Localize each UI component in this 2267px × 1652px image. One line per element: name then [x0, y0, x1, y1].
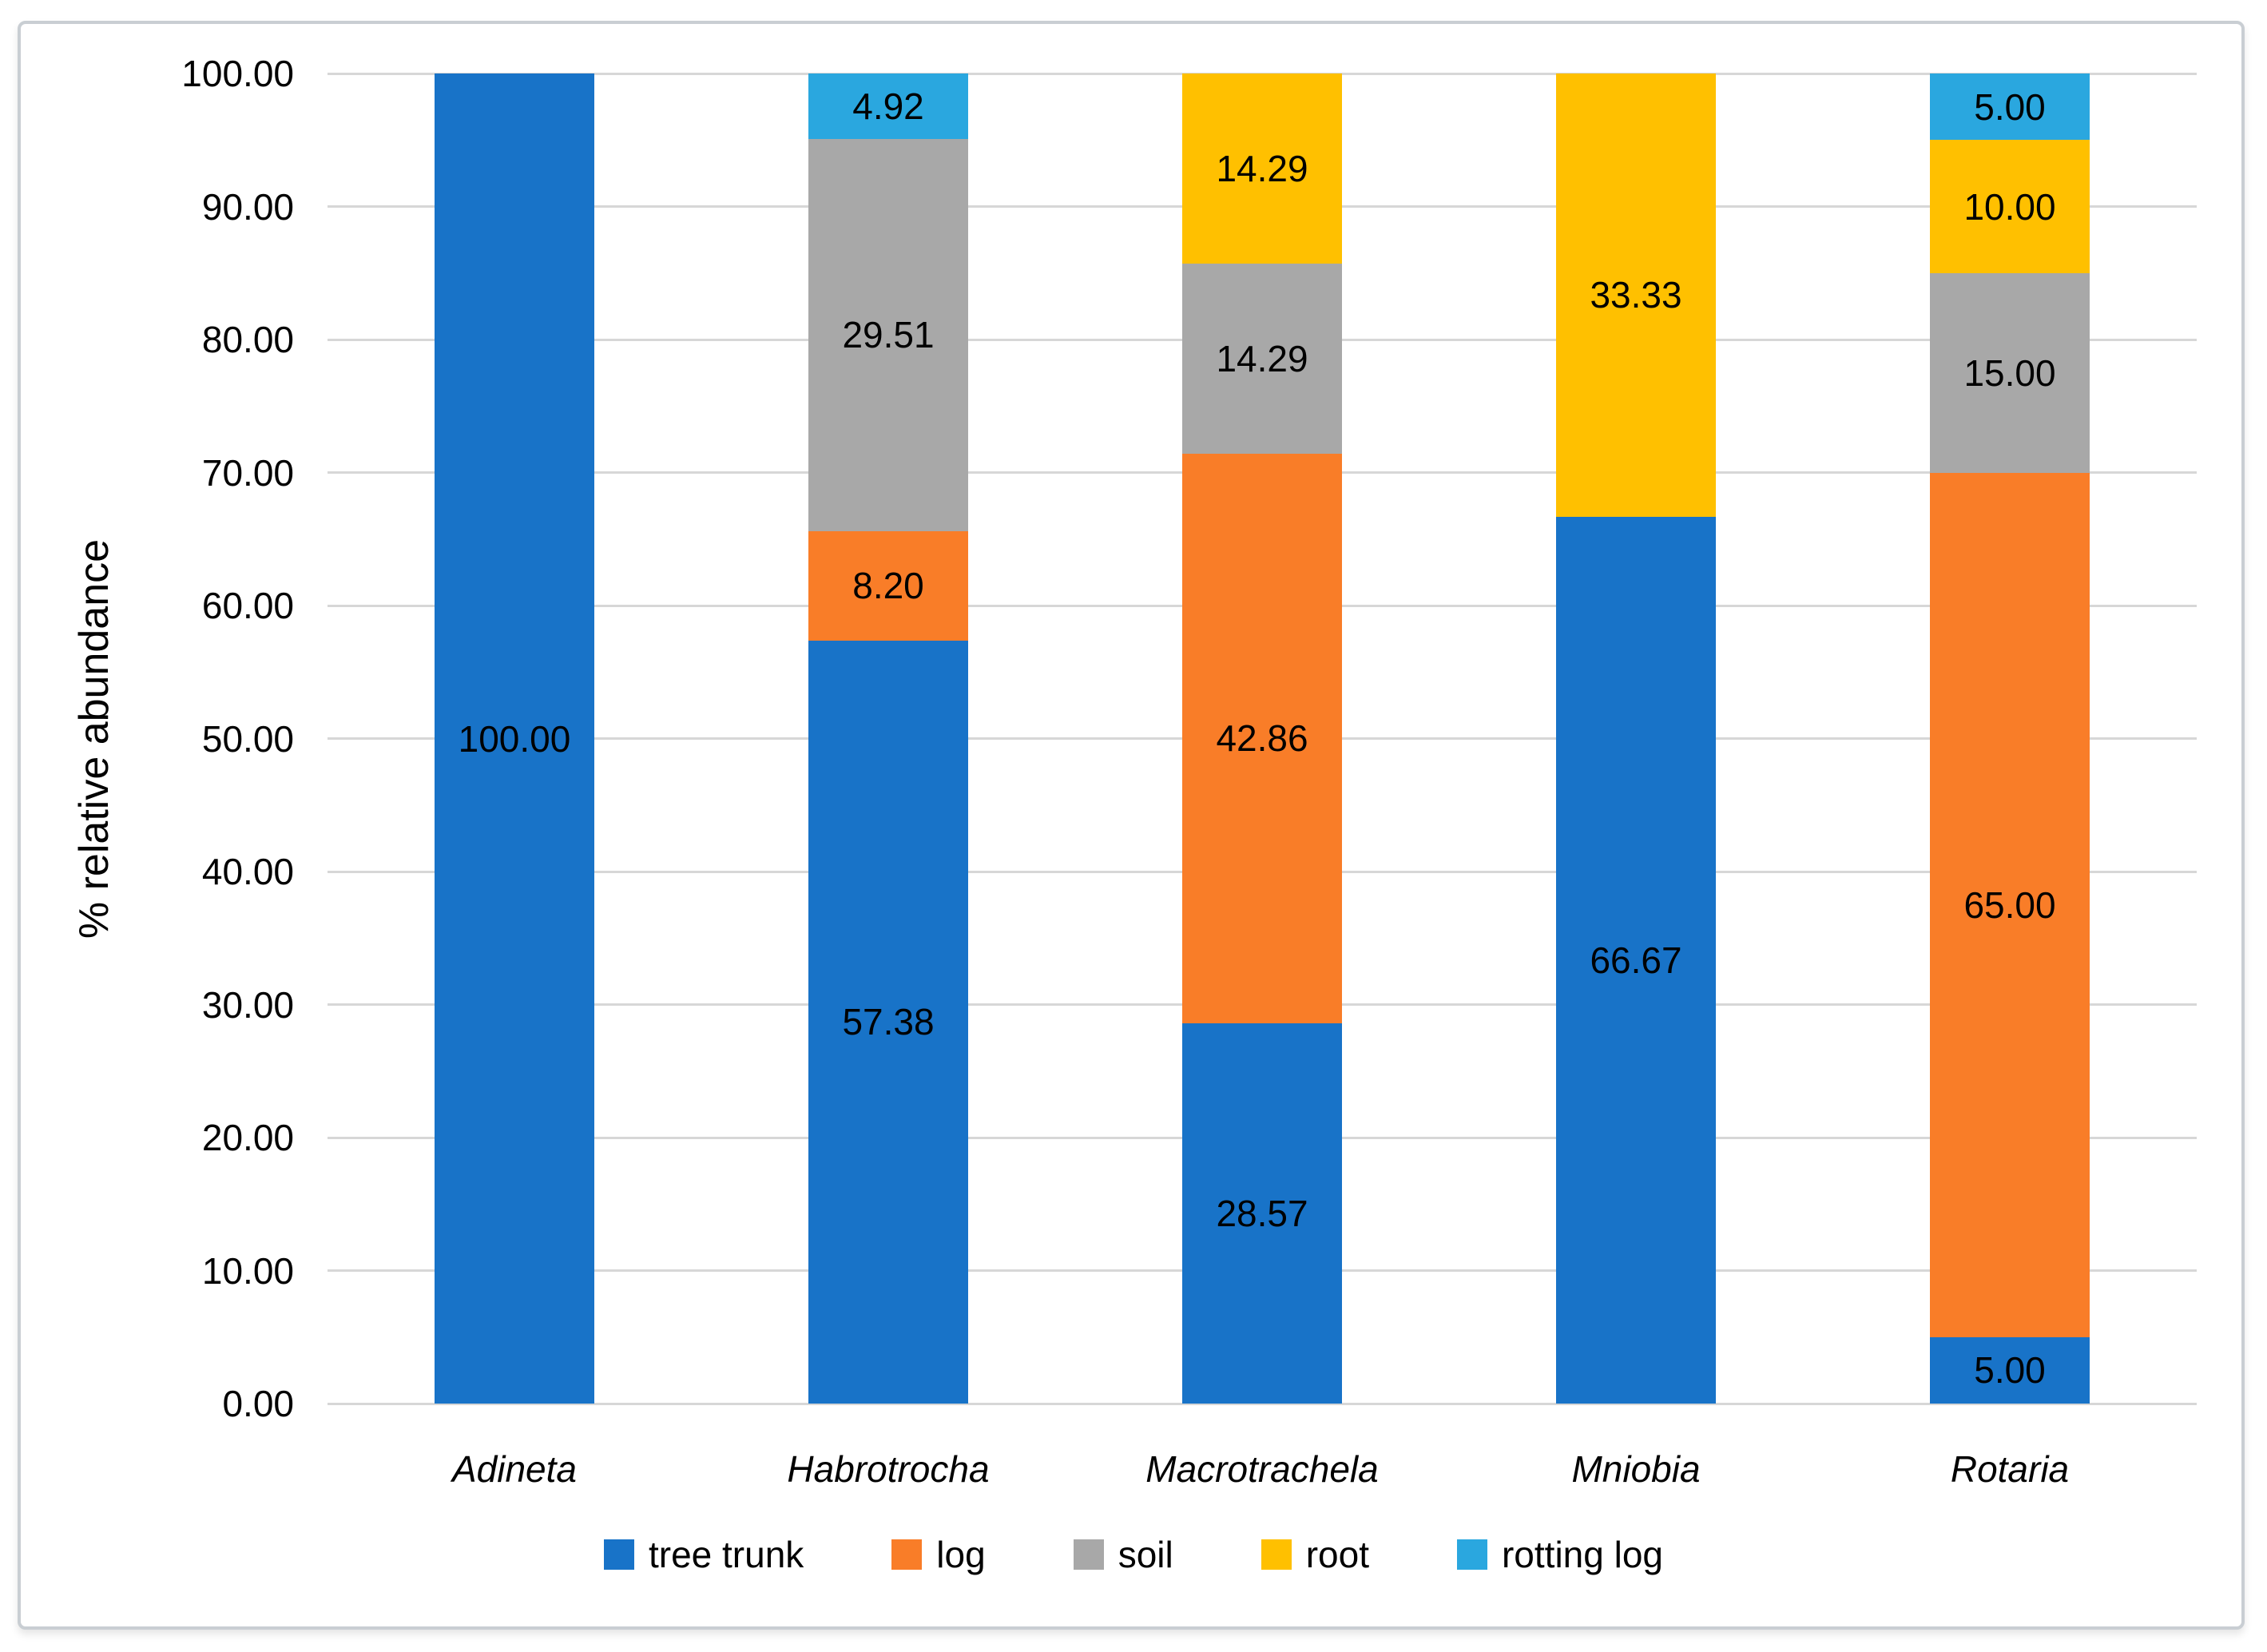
bar-segment-label: 100.00 — [458, 717, 571, 760]
y-tick-label: 40.00 — [201, 851, 294, 892]
x-axis-label: Mniobia — [1571, 1448, 1701, 1490]
y-tick-label: 80.00 — [201, 319, 294, 360]
y-tick-label: 10.00 — [201, 1249, 294, 1292]
legend-label: tree trunk — [648, 1534, 804, 1575]
y-tick-label: 0.00 — [222, 1383, 294, 1424]
bar-segment-label: 14.29 — [1216, 337, 1308, 379]
legend-swatch — [891, 1539, 923, 1570]
bar-segment: 66.67 — [1556, 516, 1716, 1404]
bar-segment-label: 8.20 — [852, 565, 924, 607]
legend-item: tree trunk — [603, 1532, 804, 1577]
bar-segment-label: 15.00 — [1963, 351, 2056, 394]
bar-segment: 4.92 — [808, 73, 968, 139]
bar-segment: 42.86 — [1182, 453, 1342, 1024]
bar-segment-label: 66.67 — [1590, 939, 1682, 981]
y-tick-label: 90.00 — [201, 185, 294, 228]
bar-segment-label: 42.86 — [1216, 717, 1308, 760]
bar-segment: 15.00 — [1930, 272, 2090, 473]
y-tick-label: 50.00 — [201, 717, 294, 760]
legend-label: log — [936, 1534, 986, 1575]
legend-item: log — [891, 1532, 986, 1577]
legend-item: soil — [1073, 1532, 1173, 1577]
bar-segment: 5.00 — [1930, 73, 2090, 141]
y-tick-label: 60.00 — [201, 585, 294, 626]
bar-segment: 65.00 — [1930, 472, 2090, 1337]
bar-segment: 8.20 — [808, 531, 968, 641]
bar-segment: 14.29 — [1182, 73, 1342, 264]
bar-segment: 10.00 — [1930, 140, 2090, 273]
legend: tree trunk log soil root rotting log — [0, 1531, 2267, 1579]
bar-segment: 29.51 — [808, 138, 968, 532]
bar-segment-label: 28.57 — [1216, 1193, 1308, 1235]
bar-segment-label: 5.00 — [1974, 1349, 2046, 1392]
legend-swatch — [603, 1539, 634, 1570]
legend-swatch — [1456, 1539, 1487, 1570]
legend-swatch — [1261, 1539, 1292, 1570]
y-tick-label: 30.00 — [201, 983, 294, 1026]
legend-label: rotting log — [1501, 1534, 1663, 1575]
y-tick-label: 20.00 — [201, 1117, 294, 1158]
legend-item: root — [1261, 1532, 1369, 1577]
bar-segment-label: 33.33 — [1590, 274, 1682, 316]
x-axis-label: Rotaria — [1950, 1448, 2070, 1490]
bar-segment: 100.00 — [435, 73, 594, 1404]
legend-label: soil — [1118, 1534, 1173, 1575]
bar-segment-label: 65.00 — [1963, 884, 2056, 926]
bar-segment: 14.29 — [1182, 263, 1342, 454]
bar-segment: 33.33 — [1556, 73, 1716, 517]
bar-segment: 57.38 — [808, 640, 968, 1404]
bar-segment-label: 10.00 — [1963, 185, 2056, 228]
bar-segment: 28.57 — [1182, 1023, 1342, 1404]
y-tick-label: 100.00 — [181, 53, 294, 94]
x-axis-label: Macrotrachela — [1145, 1448, 1379, 1490]
legend-item: rotting log — [1456, 1532, 1663, 1577]
bar-segment-label: 29.51 — [842, 314, 935, 356]
legend-swatch — [1073, 1539, 1104, 1570]
bar-segment-label: 57.38 — [842, 1001, 935, 1043]
x-axis-label: Adineta — [451, 1448, 577, 1490]
y-tick-label: 70.00 — [201, 451, 294, 494]
gridline — [328, 1402, 2197, 1405]
chart-frame — [18, 21, 2245, 1630]
bar-segment-label: 5.00 — [1974, 85, 2046, 128]
legend-label: root — [1305, 1534, 1369, 1575]
bar-segment-label: 4.92 — [852, 85, 924, 127]
bar-segment-label: 14.29 — [1216, 147, 1308, 189]
bar-segment: 5.00 — [1930, 1336, 2090, 1404]
x-axis-label: Habrotrocha — [787, 1448, 990, 1490]
